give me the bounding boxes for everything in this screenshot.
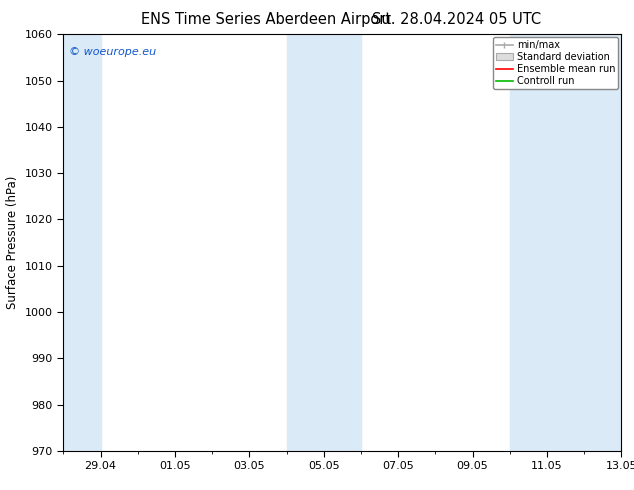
- Legend: min/max, Standard deviation, Ensemble mean run, Controll run: min/max, Standard deviation, Ensemble me…: [493, 37, 618, 89]
- Text: Su. 28.04.2024 05 UTC: Su. 28.04.2024 05 UTC: [372, 12, 541, 27]
- Text: ENS Time Series Aberdeen Airport: ENS Time Series Aberdeen Airport: [141, 12, 391, 27]
- Text: © woeurope.eu: © woeurope.eu: [69, 47, 156, 57]
- Bar: [510, 34, 621, 451]
- Y-axis label: Surface Pressure (hPa): Surface Pressure (hPa): [6, 176, 19, 309]
- Bar: [287, 34, 361, 451]
- Bar: [63, 34, 101, 451]
